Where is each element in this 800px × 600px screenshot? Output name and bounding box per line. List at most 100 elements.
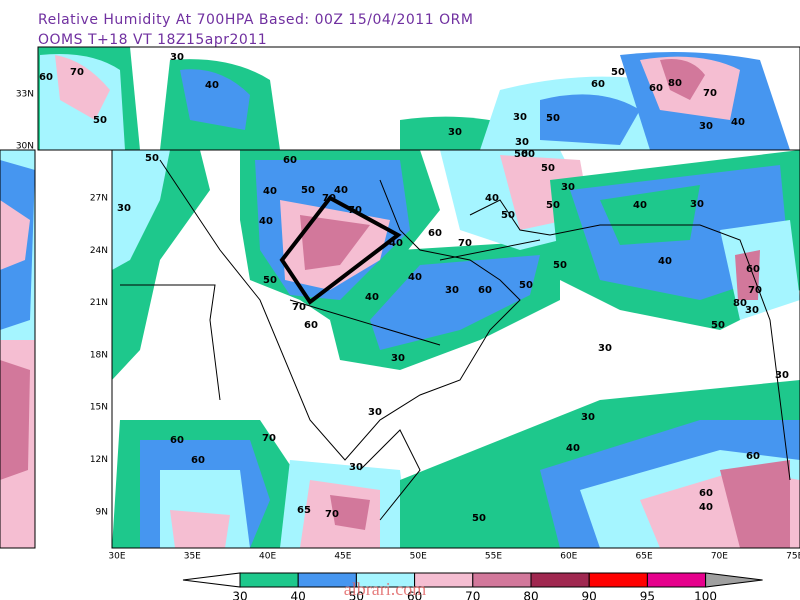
colorbar-segment (530, 572, 590, 588)
colorbar-segment (472, 572, 532, 588)
watermark: albrari.com (344, 579, 426, 599)
contour-label: 30 (513, 112, 527, 123)
colorbar-segment (588, 572, 648, 588)
longitude-label: 65E (636, 552, 653, 562)
contour-label: 30 (561, 182, 575, 193)
contour-label: 60 (428, 228, 442, 239)
contour-label: 50 (553, 260, 567, 271)
contour-label: 80 (733, 298, 747, 309)
contour-label: 30 (117, 203, 131, 214)
longitude-label: 75E (786, 552, 800, 562)
contour-label: 70 (322, 193, 336, 204)
contour-label: 40 (699, 502, 713, 513)
contour-label: 50 (472, 513, 486, 524)
contour-label: 70 (292, 302, 306, 313)
contour-label: 40 (365, 292, 379, 303)
contour-label: 60 (39, 72, 53, 83)
contour-label: 50 (546, 200, 560, 211)
latitude-label: 27N (90, 194, 108, 204)
contour-label: 50 (145, 153, 159, 164)
subtitle: OOMS T+18 VT 18Z15apr2011 (38, 32, 267, 48)
latitude-label: 21N (90, 298, 108, 308)
colorbar-label: 95 (640, 590, 655, 600)
contour-label: 65 (297, 505, 311, 516)
contour-label: 30 (699, 121, 713, 132)
colorbar-label: 40 (291, 590, 306, 600)
colorbar-high (705, 572, 763, 588)
contour-label: 70 (703, 88, 717, 99)
main-map (112, 150, 800, 548)
title: Relative Humidity At 700HPA Based: 00Z 1… (38, 12, 473, 28)
longitude-label: 55E (485, 552, 502, 562)
contour-label: 30 (170, 52, 184, 63)
latitude-label: 15N (90, 403, 108, 413)
contour-label: 30 (581, 412, 595, 423)
latitude-label: 18N (90, 350, 108, 360)
contour-label: 70 (348, 205, 362, 216)
longitude-label: 35E (184, 552, 201, 562)
contour-label: 60 (746, 264, 760, 275)
colorbar-label: 90 (582, 590, 597, 600)
contour-label: 50 (93, 115, 107, 126)
contour-label: 30 (515, 137, 529, 148)
contour-label: 30 (690, 199, 704, 210)
contour-label: 60 (649, 83, 663, 94)
latitude-label: 33N (16, 90, 34, 100)
colorbar-label: 70 (465, 590, 480, 600)
contour-label: 70 (458, 238, 472, 249)
contour-label: 30 (745, 305, 759, 316)
colorbar-label: 30 (232, 590, 247, 600)
contour-label: 50 (301, 185, 315, 196)
contour-label: 70 (325, 509, 339, 520)
contour-label: 30 (349, 462, 363, 473)
latitude-label: 9N (96, 507, 108, 517)
contour-label: 40 (263, 186, 277, 197)
colorbar: 30 40 50 60 70 80 90 95 100 (182, 572, 763, 600)
contour-label: 70 (748, 285, 762, 296)
contour-label: 50 (263, 275, 277, 286)
contour-label: 30 (368, 407, 382, 418)
contour-label: 60 (478, 285, 492, 296)
colorbar-label: 50 (349, 590, 364, 600)
contour-label: 60 (191, 455, 205, 466)
contour-label: 40 (633, 200, 647, 211)
longitude-label: 40E (259, 552, 276, 562)
longitude-label: 70E (711, 552, 728, 562)
contour-label: 30 (775, 370, 789, 381)
longitude-label: 45E (334, 552, 351, 562)
colorbar-label: 100 (694, 590, 717, 600)
contour-label: 40 (731, 117, 745, 128)
contour-label: 50 (514, 149, 528, 160)
contour-label: 30 (445, 285, 459, 296)
contour-label: 40 (566, 443, 580, 454)
longitude-label: 60E (560, 552, 577, 562)
contour-label: 40 (658, 256, 672, 267)
contour-label: 70 (70, 67, 84, 78)
colorbar-low (182, 572, 241, 588)
colorbar-segment (646, 572, 707, 588)
contour-label: 30 (391, 353, 405, 364)
contour-label: 40 (389, 238, 403, 249)
colorbar-label: 60 (407, 590, 422, 600)
longitude-label: 50E (410, 552, 427, 562)
longitude-label: 30E (108, 552, 125, 562)
contour-label: 60 (521, 149, 535, 160)
contour-label: 60 (591, 79, 605, 90)
contour-label: 40 (259, 216, 273, 227)
contour-label: 50 (501, 210, 515, 221)
latitude-label: 24N (90, 246, 108, 256)
contour-label: 40 (205, 80, 219, 91)
upper-panel (38, 47, 800, 150)
contour-label: 60 (170, 435, 184, 446)
contour-label: 30 (598, 343, 612, 354)
contour-label: 40 (485, 193, 499, 204)
contour-label: 50 (711, 320, 725, 331)
colorbar-segment (239, 572, 299, 588)
latitude-label: 12N (90, 455, 108, 465)
contour-label: 40 (408, 272, 422, 283)
contour-label: 60 (304, 320, 318, 331)
left-panel (0, 150, 35, 548)
colorbar-label: 80 (523, 590, 538, 600)
latitude-label: 30N (16, 142, 34, 152)
